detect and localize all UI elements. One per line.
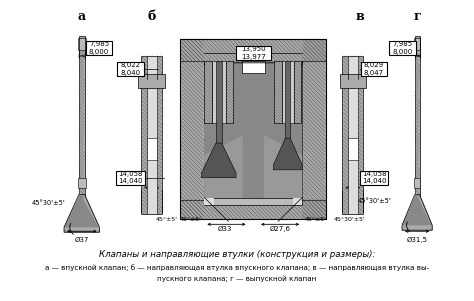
Text: Ø31,5: Ø31,5 — [407, 237, 428, 243]
Text: 8,029
8,047: 8,029 8,047 — [364, 62, 384, 76]
Text: 13,950
13,977: 13,950 13,977 — [241, 46, 265, 60]
Bar — [348, 56, 358, 214]
Bar — [226, 61, 233, 123]
Bar — [414, 38, 420, 50]
Text: а: а — [78, 10, 86, 23]
Text: а — впускной клапан; б — направляющая втулка впускного клапана; в — направляющая: а — впускной клапан; б — направляющая вт… — [45, 265, 429, 271]
Bar — [86, 41, 112, 55]
Text: Ø27,6: Ø27,6 — [270, 226, 291, 232]
Bar — [216, 61, 222, 143]
Text: г: г — [413, 10, 421, 23]
Bar — [181, 200, 326, 219]
Bar — [414, 178, 420, 188]
Polygon shape — [273, 138, 302, 170]
Text: 45°30'±5': 45°30'±5' — [32, 200, 66, 206]
Bar — [204, 197, 214, 206]
Bar — [147, 56, 156, 214]
Bar — [116, 171, 145, 185]
Bar — [282, 61, 293, 123]
Bar — [79, 36, 85, 200]
Bar — [138, 74, 165, 88]
Bar — [181, 39, 326, 219]
Text: Клапаны и направляющие втулки (конструкция и размеры):: Клапаны и направляющие втулки (конструкц… — [99, 250, 375, 259]
Bar — [212, 61, 226, 123]
Polygon shape — [264, 135, 302, 200]
Text: в: в — [356, 10, 364, 23]
Bar — [274, 61, 282, 123]
Bar — [204, 61, 302, 200]
Text: 45°±5': 45°±5' — [180, 217, 201, 222]
Bar — [360, 171, 388, 185]
Polygon shape — [204, 135, 243, 200]
Bar — [242, 61, 265, 73]
Text: Ø33: Ø33 — [218, 226, 232, 232]
Text: 7,985
8,000: 7,985 8,000 — [89, 41, 109, 55]
Polygon shape — [201, 143, 236, 178]
Bar — [292, 197, 302, 206]
Text: 14,058
14,040: 14,058 14,040 — [362, 171, 386, 185]
Bar — [339, 74, 366, 88]
Text: 45°30'±5': 45°30'±5' — [357, 197, 391, 203]
Bar — [361, 62, 387, 76]
Bar — [293, 61, 301, 123]
Bar — [348, 138, 358, 160]
Bar — [181, 39, 204, 219]
Text: пускного клапана; г — выпускной клапан: пускного клапана; г — выпускной клапан — [157, 275, 317, 282]
Bar — [117, 62, 144, 76]
Text: 45°±5': 45°±5' — [305, 217, 327, 222]
Text: 14,058
14,040: 14,058 14,040 — [118, 171, 143, 185]
Polygon shape — [64, 194, 100, 232]
Text: 8,022
8,040: 8,022 8,040 — [120, 62, 141, 76]
Text: б: б — [147, 10, 156, 23]
Text: Ø37: Ø37 — [74, 237, 89, 243]
Text: 7,985
8,000: 7,985 8,000 — [392, 41, 413, 55]
Bar — [181, 39, 326, 61]
Text: 45°30'±5': 45°30'±5' — [334, 217, 365, 222]
Bar — [236, 46, 271, 60]
Bar — [285, 61, 290, 138]
Polygon shape — [64, 194, 100, 229]
Bar — [147, 138, 156, 160]
Bar — [141, 56, 162, 214]
Bar — [204, 61, 212, 123]
Text: 45°±5': 45°±5' — [155, 217, 178, 222]
Bar — [78, 38, 86, 50]
Polygon shape — [402, 194, 432, 227]
Bar — [78, 178, 86, 188]
Bar — [342, 56, 364, 214]
Bar — [389, 41, 416, 55]
Polygon shape — [402, 194, 432, 230]
Bar — [415, 36, 419, 200]
Bar — [204, 197, 302, 206]
Bar — [302, 39, 326, 219]
